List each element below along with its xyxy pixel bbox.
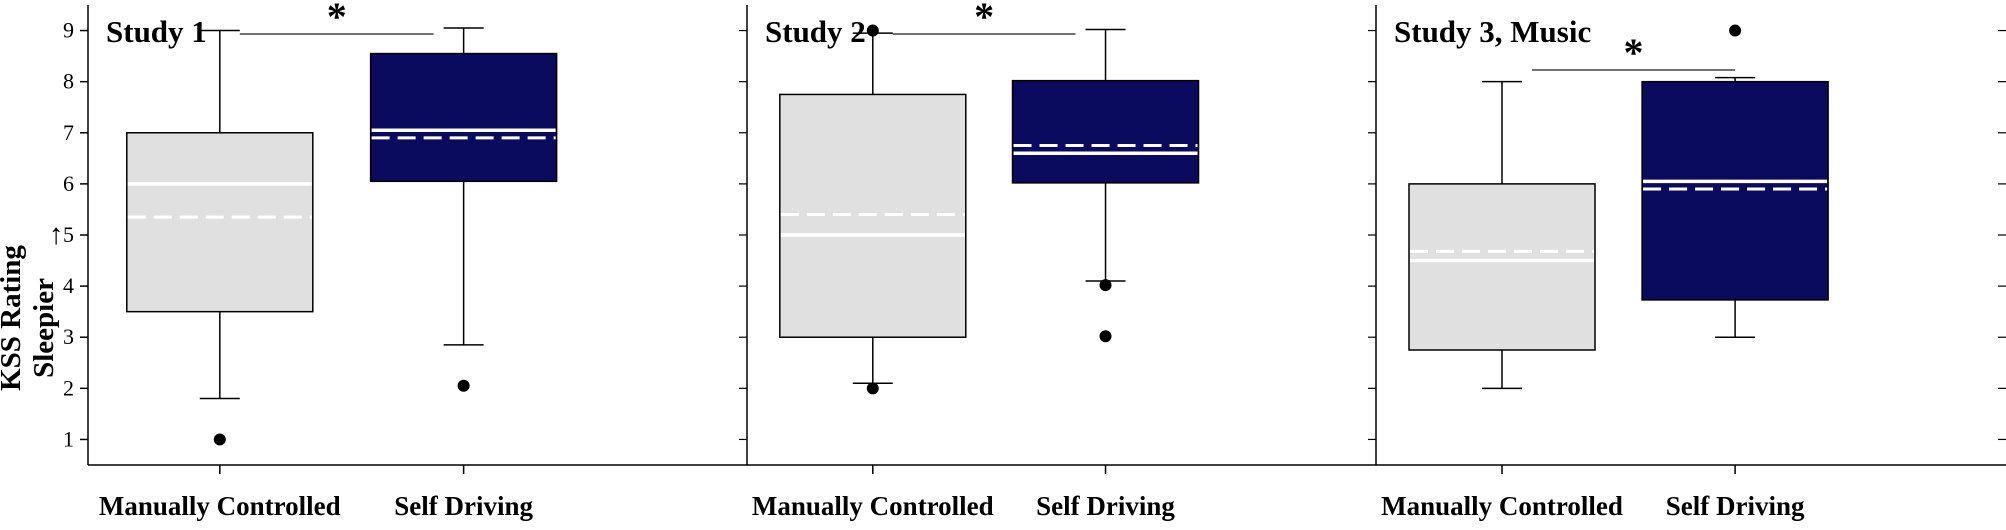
panel-3: Study 3, Music * Manually Controlled Self D… — [1375, 5, 2006, 521]
panel-1: Study 1 * Manually Controlled Self Driving — [88, 0, 747, 521]
outlier-point — [1099, 330, 1112, 343]
outlier-point — [213, 433, 226, 446]
x-category-label: Self Driving — [394, 491, 533, 521]
y-tick-label: 6 — [63, 171, 74, 196]
y-tick-label: 3 — [63, 324, 74, 349]
outlier-point — [1099, 279, 1112, 292]
significance-star: * — [1624, 30, 1644, 75]
outlier-point — [866, 24, 879, 37]
panel-title: Study 1 — [106, 14, 207, 49]
box-manual: Manually Controlled — [1381, 80, 1623, 521]
panel-2: Study 2 * Manually Controlled Self Driving — [746, 0, 1376, 521]
x-category-label: Manually Controlled — [1381, 491, 1623, 521]
outlier-point — [1729, 24, 1742, 37]
x-category-label: Manually Controlled — [752, 491, 994, 521]
y-tick-label: 2 — [63, 375, 74, 400]
panel-title: Study 2 — [765, 14, 866, 49]
y-axis-arrow: → — [36, 222, 68, 251]
y-tick-label: 9 — [63, 18, 74, 43]
y-tick-label: 5 — [63, 222, 74, 247]
y-tick-label: 7 — [63, 120, 74, 145]
panel-title: Study 3, Music — [1394, 14, 1591, 49]
x-category-label: Self Driving — [1666, 491, 1805, 521]
iqr-box — [1408, 183, 1596, 351]
box-manual: Manually Controlled — [99, 29, 341, 521]
significance-star: * — [974, 0, 994, 39]
x-category-label: Self Driving — [1036, 491, 1175, 521]
y-tick-label: 4 — [63, 273, 74, 298]
y-axis-label: KSS Rating Sleepier → — [0, 222, 68, 391]
outlier-point — [866, 382, 879, 395]
iqr-box — [1011, 79, 1200, 184]
box-self-driving: Self Driving — [1011, 28, 1200, 521]
significance-star: * — [327, 0, 347, 39]
iqr-box — [126, 132, 314, 313]
iqr-box — [1641, 80, 1829, 301]
box-manual: Manually Controlled — [752, 24, 994, 521]
outlier-point — [457, 379, 470, 392]
y-axis-label-line2: Sleepier — [28, 278, 60, 378]
iqr-box — [369, 52, 558, 183]
x-category-label: Manually Controlled — [99, 491, 341, 521]
plot-area: 1 2 3 4 5 6 7 8 9 Study 1 * Manually Controlled Self… — [63, 0, 2006, 521]
box-self-driving: Self Driving — [369, 27, 558, 521]
y-axis-label-line1: KSS Rating — [0, 245, 27, 391]
y-tick-label: 1 — [63, 426, 74, 451]
y-tick-label: 8 — [63, 69, 74, 94]
box-self-driving: Self Driving — [1641, 24, 1829, 521]
